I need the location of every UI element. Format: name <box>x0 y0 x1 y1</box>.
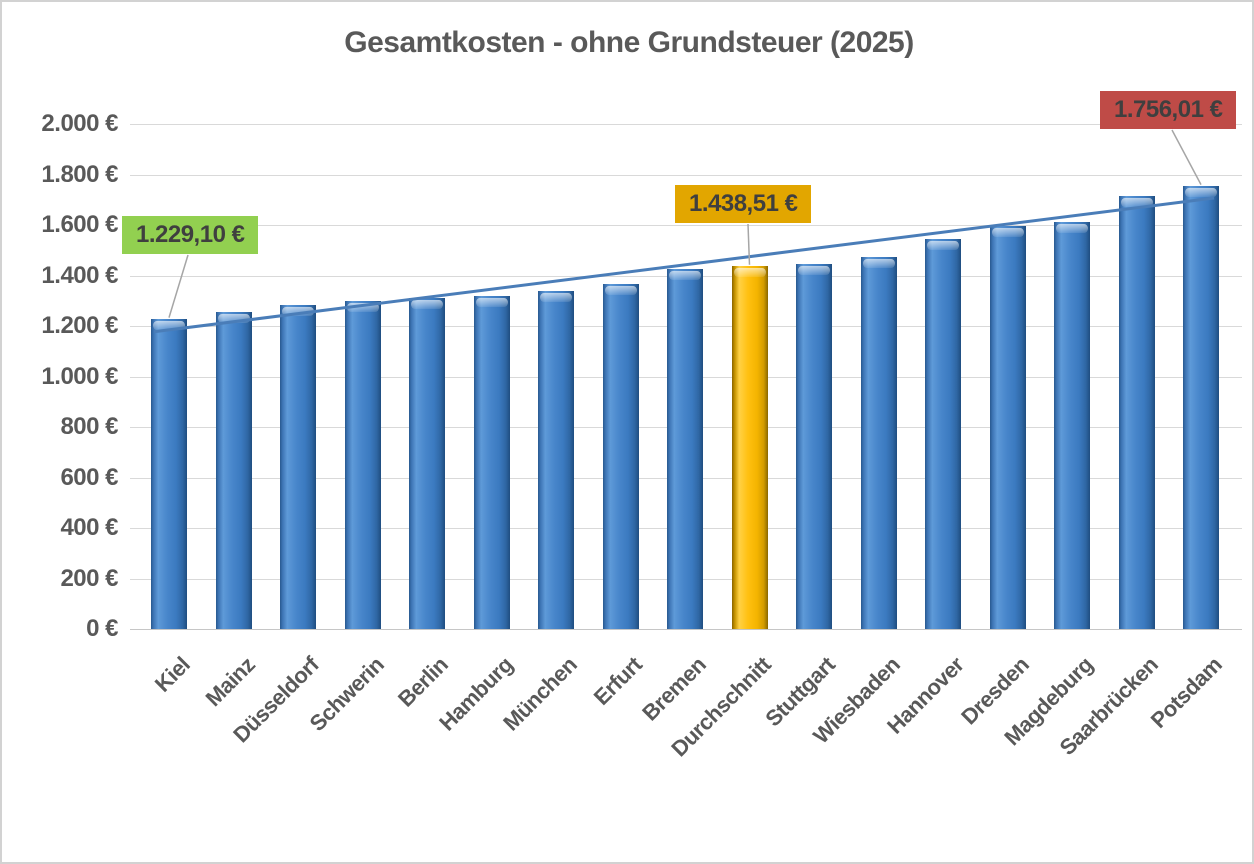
bar-berlin[interactable] <box>409 298 445 629</box>
y-axis-tick-label: 1.600 € <box>41 211 118 238</box>
y-axis-tick-label: 0 € <box>86 615 118 642</box>
bar-erfurt[interactable] <box>602 284 639 629</box>
bar-bevel-highlight <box>862 259 895 269</box>
bar-mainz[interactable] <box>215 312 252 629</box>
bar-m-nchen[interactable] <box>538 290 574 629</box>
bar-kiel[interactable] <box>151 318 187 629</box>
bar-bevel-highlight <box>153 320 185 330</box>
bar-hannover[interactable] <box>925 238 961 629</box>
bar-d-sseldorf[interactable] <box>280 304 316 629</box>
bar-bevel-highlight <box>411 300 443 310</box>
data-label-durchschnitt: 1.438,51 € <box>675 185 812 223</box>
bar-bevel-highlight <box>604 286 637 296</box>
bar-bevel-highlight <box>346 302 379 312</box>
bar-bevel-highlight <box>1185 187 1217 197</box>
chart-title: Gesamtkosten - ohne Grundsteuer (2025) <box>344 26 914 59</box>
bar-bevel-highlight <box>798 266 830 276</box>
bar-bevel-highlight <box>217 314 250 324</box>
bar-potsdam[interactable] <box>1183 185 1219 629</box>
bar-wiesbaden[interactable] <box>860 257 897 629</box>
y-axis-tick-label: 2.000 € <box>41 110 118 137</box>
leader-line-kiel <box>168 254 189 318</box>
bar-bevel-highlight <box>282 306 314 316</box>
bar-durchschnitt[interactable] <box>731 265 768 629</box>
bar-bevel-highlight <box>991 228 1024 238</box>
data-label-potsdam: 1.756,01 € <box>1100 91 1237 129</box>
leader-line-durchschnitt <box>747 223 751 265</box>
bar-bevel-highlight <box>1120 197 1153 207</box>
y-axis-tick-label: 1.400 € <box>41 261 118 289</box>
bar-bevel-highlight <box>927 240 959 250</box>
gridline <box>130 124 1242 125</box>
bar-schwerin[interactable] <box>344 300 381 629</box>
y-axis-tick-label: 1.000 € <box>41 362 118 390</box>
x-axis-line <box>130 629 1242 630</box>
y-axis-tick-label: 600 € <box>60 463 118 491</box>
y-axis-tick-label: 400 € <box>60 514 118 541</box>
bar-bevel-highlight <box>669 271 701 281</box>
bar-magdeburg[interactable] <box>1054 222 1090 629</box>
y-axis-tick-label: 1.800 € <box>41 160 118 188</box>
data-label-kiel: 1.229,10 € <box>122 216 259 254</box>
bar-saarbr-cken[interactable] <box>1118 195 1155 629</box>
leader-line-potsdam <box>1171 129 1202 185</box>
bar-bevel-highlight <box>540 292 572 302</box>
y-axis-tick-label: 200 € <box>60 564 118 592</box>
bar-dresden[interactable] <box>989 226 1026 629</box>
bar-bevel-highlight <box>475 298 508 308</box>
bar-bevel-highlight <box>1056 224 1088 234</box>
bar-stuttgart[interactable] <box>796 264 832 629</box>
gridline <box>130 174 1242 176</box>
y-axis-tick-label: 800 € <box>60 413 118 440</box>
bar-hamburg[interactable] <box>473 296 510 629</box>
bar-bremen[interactable] <box>667 269 703 629</box>
y-axis-tick-label: 1.200 € <box>41 312 118 339</box>
bar-bevel-highlight <box>733 267 766 277</box>
